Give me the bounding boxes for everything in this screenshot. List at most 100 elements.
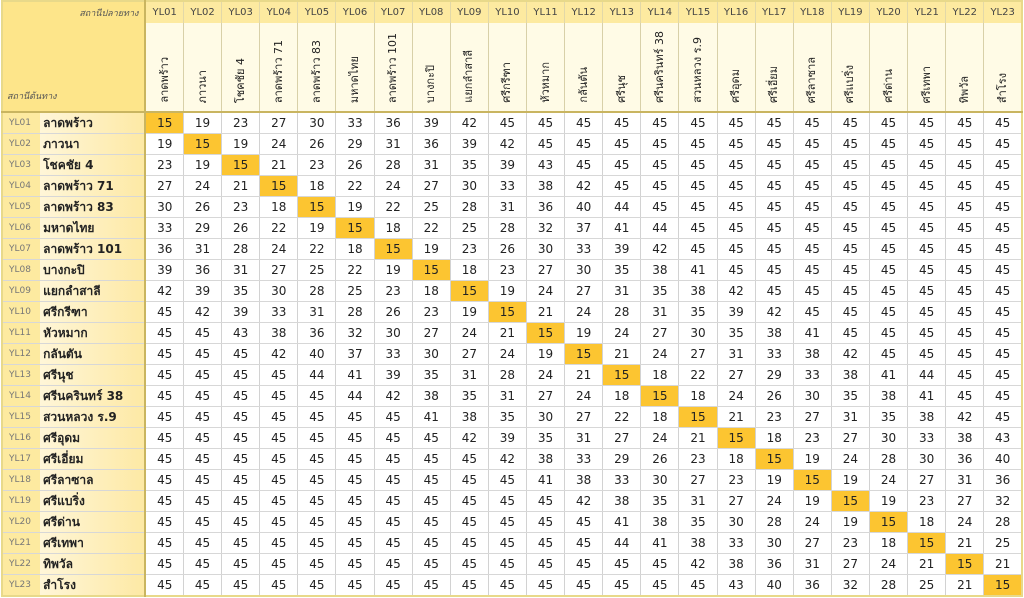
fare-cell: 42 <box>678 553 718 575</box>
fare-cell: 45 <box>144 427 184 449</box>
fare-cell: 18 <box>907 511 946 533</box>
fare-cell: 38 <box>640 511 679 533</box>
fare-cell: 45 <box>830 175 870 197</box>
fare-cell: 45 <box>373 532 413 554</box>
fare-cell: 45 <box>830 154 870 176</box>
fare-cell: 41 <box>335 364 375 386</box>
fare-cell: 45 <box>525 112 565 134</box>
destination-name: หัวหมาก <box>538 62 552 103</box>
fare-cell: 45 <box>678 154 718 176</box>
fare-cell: 35 <box>678 511 718 533</box>
fare-cell: 39 <box>411 112 451 134</box>
fare-cell: 45 <box>678 217 718 239</box>
fare-cell: 35 <box>640 490 679 512</box>
fare-cell: 45 <box>525 511 565 533</box>
origin-name: ภาวนา <box>40 133 147 155</box>
fare-cell: 24 <box>754 490 794 512</box>
fare-cell: 23 <box>221 112 260 134</box>
destination-name: ศรีเทพา <box>919 65 933 103</box>
fare-cell: 15 <box>525 322 565 344</box>
destination-code: YL21 <box>907 1 946 23</box>
fare-cell: 26 <box>373 301 413 323</box>
fare-cell: 21 <box>564 364 603 386</box>
fare-cell: 19 <box>792 490 832 512</box>
destination-name: ลาดพร้าว <box>157 57 171 103</box>
fare-cell: 23 <box>716 469 756 491</box>
fare-cell: 45 <box>754 133 794 155</box>
fare-cell: 31 <box>830 406 870 428</box>
fare-cell: 24 <box>640 427 679 449</box>
fare-cell: 45 <box>221 532 260 554</box>
fare-cell: 30 <box>640 469 679 491</box>
fare-cell: 18 <box>449 259 489 281</box>
fare-cell: 38 <box>868 385 908 407</box>
fare-cell: 28 <box>487 364 527 386</box>
fare-cell: 45 <box>297 511 336 533</box>
fare-cell: 23 <box>411 301 451 323</box>
destination-name: แยกลำสาลี <box>462 50 476 103</box>
destination-name: ลาดพร้าว 71 <box>271 39 285 103</box>
fare-cell: 38 <box>564 469 603 491</box>
fare-cell: 23 <box>449 238 489 260</box>
fare-cell: 42 <box>487 448 527 470</box>
fare-cell: 45 <box>678 175 718 197</box>
fare-cell: 45 <box>830 301 870 323</box>
fare-cell: 45 <box>221 574 260 597</box>
fare-cell: 26 <box>183 196 222 218</box>
fare-cell: 26 <box>640 448 679 470</box>
fare-cell: 45 <box>525 490 565 512</box>
fare-cell: 45 <box>792 217 832 239</box>
fare-cell: 15 <box>221 154 260 176</box>
fare-cell: 45 <box>411 469 451 491</box>
fare-cell: 36 <box>144 238 184 260</box>
fare-cell: 43 <box>221 322 260 344</box>
fare-cell: 32 <box>525 217 565 239</box>
fare-cell: 22 <box>335 175 375 197</box>
origin-name: ลาดพร้าว <box>40 112 147 134</box>
origin-name: ศรีนครินทร์ 38 <box>40 385 147 407</box>
fare-cell: 19 <box>830 511 870 533</box>
fare-cell: 27 <box>640 322 679 344</box>
fare-cell: 19 <box>297 217 336 239</box>
fare-cell: 19 <box>868 490 908 512</box>
fare-cell: 35 <box>640 280 679 302</box>
fare-cell: 31 <box>487 385 527 407</box>
fare-cell: 45 <box>716 196 756 218</box>
fare-cell: 45 <box>983 112 1022 134</box>
fare-cell: 45 <box>221 553 260 575</box>
destination-code: YL20 <box>868 1 908 23</box>
fare-cell: 30 <box>525 238 565 260</box>
fare-cell: 45 <box>411 448 451 470</box>
fare-cell: 45 <box>144 490 184 512</box>
fare-cell: 31 <box>221 259 260 281</box>
table-row: YL14 ศรีนครินทร์ 38 45 45 45 45 45 44 42 38 35 31 27… <box>2 385 1022 407</box>
fare-cell: 15 <box>373 238 413 260</box>
origin-code: YL06 <box>2 217 41 239</box>
fare-cell: 45 <box>945 133 984 155</box>
fare-cell: 45 <box>830 217 870 239</box>
destination-name-header: โชคชัย 4 <box>221 23 260 113</box>
fare-cell: 45 <box>373 469 413 491</box>
origin-name: ศรีแบริ่ง <box>40 490 147 512</box>
fare-cell: 45 <box>830 196 870 218</box>
fare-cell: 19 <box>411 238 451 260</box>
fare-cell: 45 <box>945 343 984 365</box>
fare-cell: 45 <box>983 343 1022 365</box>
table-row: YL15 สวนหลวง ร.9 45 45 45 45 45 45 45 41 38 35 30 27 2… <box>2 406 1022 428</box>
destination-code: YL17 <box>754 1 794 23</box>
fare-cell: 25 <box>983 532 1022 554</box>
fare-cell: 45 <box>144 385 184 407</box>
fare-cell: 30 <box>868 427 908 449</box>
destination-name-header: มหาดไทย <box>335 23 375 113</box>
fare-cell: 28 <box>754 511 794 533</box>
fare-cell: 42 <box>716 280 756 302</box>
fare-cell: 33 <box>792 364 832 386</box>
fare-cell: 45 <box>640 574 679 597</box>
fare-cell: 45 <box>335 490 375 512</box>
fare-cell: 24 <box>868 469 908 491</box>
fare-cell: 15 <box>792 469 832 491</box>
fare-cell: 35 <box>487 406 527 428</box>
origin-name: หัวหมาก <box>40 322 147 344</box>
fare-cell: 45 <box>830 133 870 155</box>
table-row: YL11 หัวหมาก 45 45 43 38 36 32 30 27 24 21 15 19 24 27 3… <box>2 322 1022 344</box>
